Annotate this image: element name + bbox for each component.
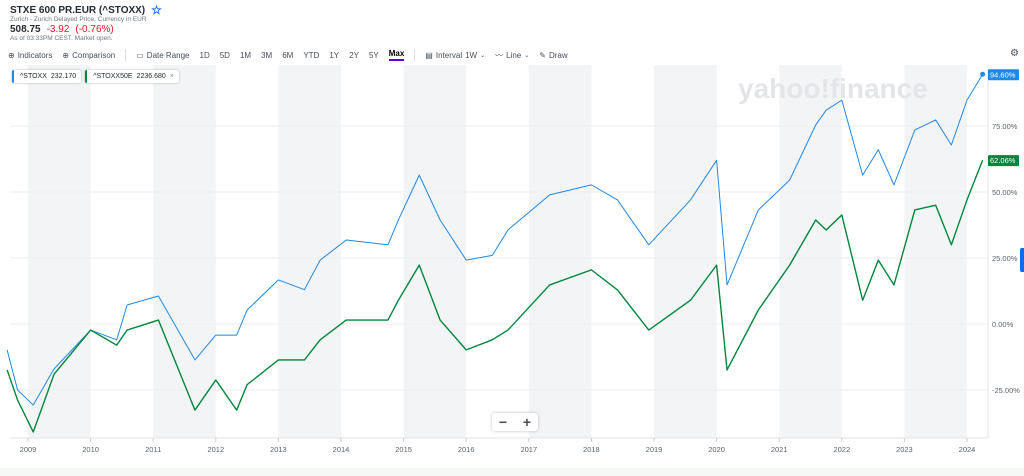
range-5y[interactable]: 5Y	[368, 50, 379, 60]
legend-label: ^STOXX50E	[93, 73, 133, 80]
x-tick-label: 2017	[520, 445, 537, 454]
last-value-badge	[988, 155, 1019, 167]
range-2y[interactable]: 2Y	[349, 50, 359, 60]
chart-toolbar: ⊕ Indicators ⊕ Comparison ▭ Date Range 1D 5…	[8, 47, 578, 63]
draw-label: Draw	[548, 50, 568, 60]
line-chart-icon: 〰	[495, 50, 504, 60]
range-max[interactable]: Max	[388, 49, 405, 61]
chart-type-button[interactable]: 〰 Line ⌄	[495, 50, 529, 61]
x-tick-label: 2019	[646, 445, 663, 454]
x-tick-label: 2022	[833, 445, 850, 454]
last-value-label: 62.06%	[990, 156, 1016, 165]
y-tick-label: 0.00%	[992, 320, 1014, 329]
range-5d[interactable]: 5D	[219, 50, 230, 60]
comparison-button[interactable]: ⊕ Comparison	[62, 51, 115, 60]
zoom-controls: − +	[492, 413, 538, 431]
range-1y[interactable]: 1Y	[329, 50, 340, 60]
price-change: -3.92	[46, 24, 70, 35]
year-band	[528, 65, 592, 438]
y-tick-label: 50.00%	[992, 188, 1018, 197]
interval-label: Interval	[435, 50, 463, 60]
footer-strip	[0, 468, 1024, 476]
x-tick-label: 2009	[20, 445, 37, 454]
zoom-in-button[interactable]: +	[522, 414, 532, 430]
legend-label: ^STOXX	[20, 73, 47, 80]
x-tick-label: 2010	[82, 445, 99, 454]
x-tick-label: 2012	[207, 445, 224, 454]
range-ytd[interactable]: YTD	[303, 50, 320, 60]
draw-button[interactable]: ✎ Draw	[539, 51, 567, 60]
chart-type-label: Line	[506, 50, 522, 60]
indicators-label: Indicators	[17, 50, 53, 60]
last-value-badge	[988, 69, 1019, 81]
pencil-icon: ✎	[539, 50, 546, 60]
year-band	[28, 65, 91, 438]
year-band	[904, 65, 967, 438]
x-tick-label: 2016	[458, 445, 475, 454]
legend-chip-stoxx50e[interactable]: ^STOXX50E 2236.680 ×	[85, 70, 179, 83]
y-tick-label: 75.00%	[992, 122, 1018, 131]
settings-gear-icon[interactable]: ⚙	[1010, 48, 1019, 59]
divider	[125, 49, 127, 61]
plus-circle-icon: ⊕	[62, 50, 70, 60]
x-tick-label: 2013	[270, 445, 287, 454]
side-panel-tab[interactable]	[1020, 248, 1024, 272]
zoom-out-button[interactable]: −	[498, 414, 508, 430]
chart-legend: ^STOXX 232.170 ^STOXX50E 2236.680 ×	[12, 70, 179, 83]
x-tick-label: 2023	[896, 445, 913, 454]
calendar-icon: ▭	[136, 50, 144, 60]
x-tick-label: 2018	[583, 445, 600, 454]
interval-value: 1W	[465, 50, 478, 60]
x-tick-label: 2014	[333, 445, 350, 454]
y-tick-label: -25.00%	[992, 386, 1020, 395]
x-tick-label: 2024	[959, 445, 976, 454]
y-tick-label: 25.00%	[992, 254, 1018, 263]
date-range-label: Date Range	[146, 50, 190, 60]
watermark-logo: yahoo!finance	[738, 73, 928, 104]
price-change-pct: (-0.76%)	[75, 24, 114, 35]
x-tick-label: 2021	[771, 445, 788, 454]
legend-value: 232.170	[50, 73, 77, 80]
range-6m[interactable]: 6M	[282, 50, 294, 60]
interval-icon: ▤	[425, 50, 433, 60]
last-point-marker	[980, 71, 986, 77]
chevron-down-icon: ⌄	[524, 52, 530, 59]
x-tick-label: 2015	[395, 445, 412, 454]
last-value-label: 94.60%	[990, 70, 1016, 79]
ticker-title: STXE 600 PR.EUR (^STOXX)	[10, 4, 146, 16]
x-tick-label: 2020	[708, 445, 725, 454]
legend-chip-stoxx[interactable]: ^STOXX 232.170	[12, 70, 82, 83]
price: 508.75	[10, 24, 41, 35]
close-icon[interactable]: ×	[169, 73, 174, 80]
legend-value: 2236.680	[136, 73, 166, 80]
range-1d[interactable]: 1D	[199, 50, 210, 60]
comparison-label: Comparison	[72, 50, 116, 60]
plus-circle-icon: ⊕	[8, 50, 15, 60]
page-title: STXE 600 PR.EUR (^STOXX) ☆	[10, 3, 162, 17]
date-range-button[interactable]: ▭ Date Range	[136, 51, 189, 60]
range-1m[interactable]: 1M	[239, 50, 252, 60]
year-band	[403, 65, 467, 438]
as-of-time: As of 03:33PM CEST. Market open.	[10, 35, 113, 42]
exchange-info: Zurich - Zurich Delayed Price. Currency …	[10, 16, 147, 23]
year-band	[779, 65, 842, 438]
indicators-button[interactable]: ⊕ Indicators	[8, 51, 52, 60]
star-icon[interactable]: ☆	[151, 3, 162, 17]
interval-button[interactable]: ▤ Interval 1W ⌄	[425, 51, 485, 60]
chevron-down-icon: ⌄	[480, 52, 486, 59]
range-3m[interactable]: 3M	[261, 50, 273, 60]
divider	[414, 49, 416, 61]
x-tick-label: 2011	[145, 445, 161, 454]
year-band	[654, 65, 717, 438]
price-row: 508.75 -3.92 (-0.76%)	[10, 24, 114, 35]
year-band	[153, 65, 216, 438]
